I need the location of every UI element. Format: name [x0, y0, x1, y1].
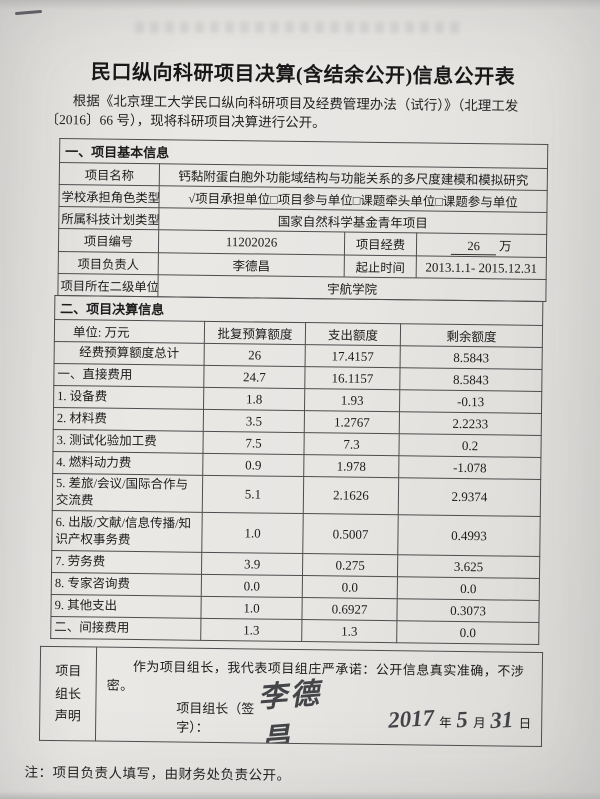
cell-budget: 1.0: [201, 512, 304, 554]
cell-value: 11202026: [158, 230, 345, 256]
cell-label: 所属科技计划类型: [58, 206, 159, 231]
cell-spent: 16.1157: [304, 366, 401, 391]
signature-handwriting: 李德昌: [257, 677, 324, 747]
cell-remaining: 0.0: [396, 620, 539, 645]
fund-amount: 26: [451, 239, 497, 256]
cell-label: 项目名称: [59, 162, 160, 187]
cell-spent: 2.1626: [303, 476, 399, 515]
cell-budget: 5.1: [202, 475, 304, 514]
cell-budget: 7.5: [202, 431, 305, 455]
cell-label: 学校承担角色类型: [58, 184, 160, 209]
cell-value: 李德昌: [158, 253, 345, 278]
cell-spent: 0.275: [302, 553, 398, 577]
cell-remaining: -0.13: [399, 390, 542, 414]
cell-value: 2013.1.1- 2015.12.31: [416, 256, 547, 280]
month-char: 月: [473, 716, 486, 731]
handwritten-date: 2017 年 5 月 31 日: [387, 705, 532, 734]
cell-label: 2. 材料费: [53, 407, 204, 432]
declaration-table: 项目 组长 声明 作为项目组长，我代表项目组庄严承诺：公开信息真实准确，不涉密。…: [39, 646, 543, 747]
cell-spent: 1.3: [301, 619, 397, 643]
cell-label: 项目所在二级单位: [57, 273, 159, 298]
cell-budget: 0.9: [202, 453, 304, 477]
cell-label: 项目编号: [58, 228, 159, 254]
cell-budget: 1.3: [200, 618, 302, 642]
cell-remaining: -1.078: [398, 456, 541, 480]
cell-label: 项目负责人: [58, 251, 159, 276]
declaration-row: 项目 组长 声明 作为项目组长，我代表项目组庄严承诺：公开信息真实准确，不涉密。…: [39, 646, 543, 747]
cell-remaining: 0.4993: [397, 514, 541, 557]
cell-budget: 1.8: [203, 387, 305, 411]
cell-budget: 3.9: [201, 552, 303, 576]
cell-value-fund: 26 万: [416, 233, 547, 258]
year-char: 年: [439, 715, 452, 730]
cell-budget: 0.0: [201, 574, 303, 598]
cell-remaining: 0.2: [398, 434, 542, 458]
intro-paragraph: 根据《北京理工大学民口纵向科研项目及经费管理办法（试行）》（北理工发〔2016〕…: [45, 93, 519, 131]
cell-spent: 1.2767: [304, 410, 400, 435]
cell-budget: 3.5: [203, 409, 305, 433]
column-header-approved: 批复预算额度: [204, 321, 306, 345]
cell-label: 二、间接费用: [50, 616, 201, 641]
day-char: 日: [518, 716, 532, 731]
cell-label: 1. 设备费: [53, 385, 204, 410]
cell-spent: 17.4157: [305, 344, 401, 369]
cell-spent: 0.6927: [301, 597, 398, 621]
declaration-header: 项目 组长 声明: [39, 646, 97, 742]
column-header-unit: 单位: 万元: [54, 319, 205, 344]
cell-remaining: 8.5843: [399, 368, 543, 392]
bleedthrough-smudge: [135, 22, 465, 33]
cell-budget: 24.7: [203, 365, 306, 389]
cell-label: 3. 测试化验加工费: [52, 429, 204, 454]
date-year: 2017: [387, 705, 435, 733]
cell-label: 项目经费: [344, 232, 417, 257]
cell-remaining: 0.0: [397, 576, 540, 601]
declaration-body: 作为项目组长，我代表项目组庄严承诺：公开信息真实准确，不涉密。 项目组长（签字）…: [95, 647, 543, 747]
cell-label: 9. 其他支出: [50, 594, 202, 619]
table-row: 二、间接费用 1.3 1.3 0.0: [50, 616, 539, 645]
cell-label: 5. 差旅/会议/国际合作与交流费: [52, 473, 203, 513]
column-header-spent: 支出额度: [305, 322, 401, 347]
cell-remaining: 3.625: [397, 554, 540, 579]
footnote: 注：项目负责人填写，由财务处负责公开。: [24, 764, 291, 783]
cell-budget: 1.0: [200, 596, 303, 620]
cell-spent: 0.0: [302, 575, 398, 599]
cell-remaining: 8.5843: [400, 346, 543, 370]
cell-spent: 0.5007: [302, 513, 399, 555]
cell-label: 经费预算额度总计: [54, 341, 205, 366]
cell-label: 一、直接费用: [53, 363, 205, 388]
cell-label: 4. 燃料动力费: [52, 451, 203, 476]
fund-unit: 万: [499, 239, 512, 254]
cell-remaining: 0.3073: [396, 598, 540, 623]
signature-line: 项目组长（签字）： 李德昌 2017 年 5 月 31 日: [106, 678, 532, 747]
budget-table: 二、项目决算信息 单位: 万元 批复预算额度 支出额度 剩余额度 经费预算额度总…: [50, 295, 543, 645]
cell-label: 8. 专家咨询费: [51, 572, 202, 597]
table-row: 6. 出版/文献/信息传播/知识产权事务费 1.0 0.5007 0.4993: [51, 510, 541, 557]
cell-budget: 26: [204, 343, 306, 367]
cell-label: 起止时间: [344, 255, 417, 279]
cell-spent: 1.978: [303, 454, 399, 479]
date-day: 31: [489, 706, 515, 734]
cell-spent: 1.93: [304, 388, 400, 413]
basic-info-table: 一、项目基本信息 项目名称 钙黏附蛋白胞外功能域结构与功能关系的多尺度建模和模拟…: [57, 138, 548, 302]
table-row: 5. 差旅/会议/国际合作与交流费 5.1 2.1626 2.9374: [52, 473, 541, 517]
column-header-remaining: 剩余额度: [400, 324, 543, 348]
signature-label: 项目组长（签字）：: [176, 700, 255, 735]
cell-spent: 7.3: [303, 432, 400, 457]
cell-label: 7. 劳务费: [51, 550, 202, 575]
cell-remaining: 2.9374: [398, 478, 541, 517]
document-title: 民口纵向科研项目决算(含结余公开)信息公开表: [90, 61, 516, 89]
cell-label: 6. 出版/文献/信息传播/知识产权事务费: [51, 510, 203, 553]
cell-remaining: 2.2233: [399, 412, 542, 436]
date-month: 5: [455, 706, 469, 733]
